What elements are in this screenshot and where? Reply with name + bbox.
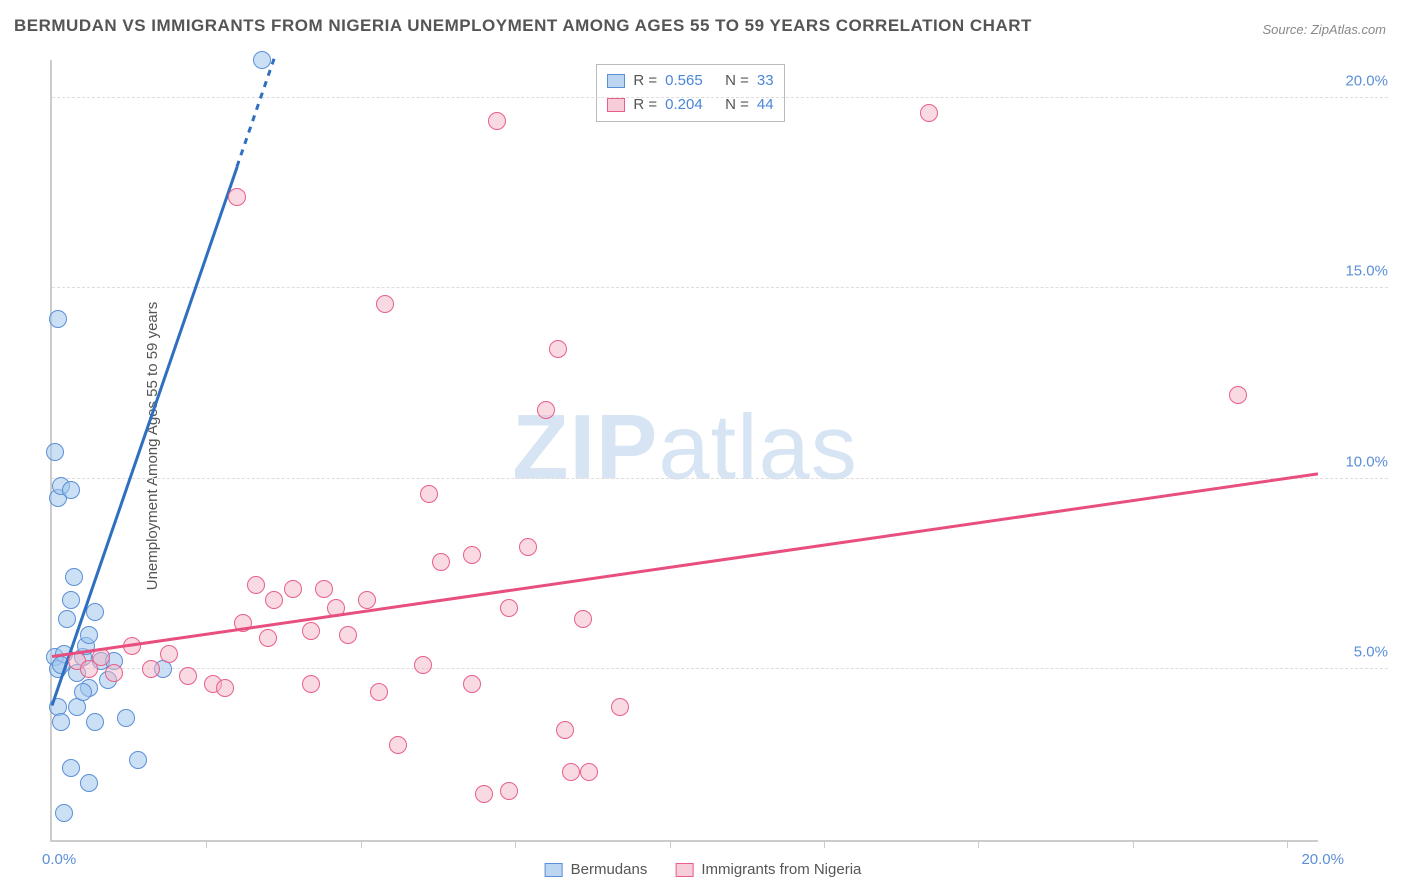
scatter-point [1229, 386, 1247, 404]
y-tick-label: 15.0% [1345, 263, 1388, 280]
x-tick [1287, 840, 1288, 848]
scatter-point [611, 698, 629, 716]
scatter-point [432, 553, 450, 571]
x-tick [978, 840, 979, 848]
scatter-point [216, 679, 234, 697]
scatter-point [65, 568, 83, 586]
scatter-point [117, 709, 135, 727]
scatter-point [86, 603, 104, 621]
scatter-point [86, 713, 104, 731]
scatter-point [562, 763, 580, 781]
legend-r-label: R = [633, 69, 657, 93]
scatter-point [160, 645, 178, 663]
x-axis-origin-label: 0.0% [42, 851, 76, 868]
scatter-point [580, 763, 598, 781]
scatter-point [58, 610, 76, 628]
scatter-point [179, 667, 197, 685]
legend-series-label: Bermudans [571, 861, 648, 878]
gridline-horizontal [52, 97, 1388, 98]
scatter-point [414, 656, 432, 674]
scatter-point [62, 759, 80, 777]
scatter-point [228, 188, 246, 206]
scatter-point [55, 804, 73, 822]
scatter-point [315, 580, 333, 598]
legend-row: R = 0.565 N = 33 [607, 69, 773, 93]
scatter-point [920, 104, 938, 122]
series-legend: Bermudans Immigrants from Nigeria [545, 861, 862, 878]
scatter-point [74, 683, 92, 701]
scatter-point [46, 443, 64, 461]
chart-title: BERMUDAN VS IMMIGRANTS FROM NIGERIA UNEM… [14, 16, 1032, 36]
legend-n-label: N = [725, 69, 749, 93]
scatter-point [339, 626, 357, 644]
scatter-point [500, 599, 518, 617]
scatter-point [49, 310, 67, 328]
gridline-horizontal [52, 287, 1388, 288]
scatter-point [52, 713, 70, 731]
x-tick [670, 840, 671, 848]
scatter-point [265, 591, 283, 609]
scatter-point [259, 629, 277, 647]
gridline-horizontal [52, 668, 1388, 669]
legend-swatch [607, 98, 625, 112]
scatter-point [247, 576, 265, 594]
scatter-point [284, 580, 302, 598]
scatter-point [142, 660, 160, 678]
scatter-point [105, 664, 123, 682]
correlation-legend: R =0.565N =33R =0.204N =44 [596, 64, 784, 122]
scatter-point [370, 683, 388, 701]
legend-swatch [545, 863, 563, 877]
legend-series-label: Immigrants from Nigeria [701, 861, 861, 878]
scatter-point [302, 675, 320, 693]
scatter-point [549, 340, 567, 358]
x-tick [515, 840, 516, 848]
scatter-point [537, 401, 555, 419]
scatter-point [62, 481, 80, 499]
scatter-point [463, 675, 481, 693]
legend-n-value: 33 [757, 69, 774, 93]
y-tick-label: 10.0% [1345, 453, 1388, 470]
legend-swatch [675, 863, 693, 877]
x-tick [206, 840, 207, 848]
scatter-point [358, 591, 376, 609]
scatter-point [389, 736, 407, 754]
scatter-point [80, 626, 98, 644]
watermark-text: ZIPatlas [512, 395, 857, 500]
scatter-point [80, 774, 98, 792]
scatter-point [129, 751, 147, 769]
scatter-point [475, 785, 493, 803]
scatter-point [420, 485, 438, 503]
y-tick-label: 5.0% [1354, 643, 1388, 660]
trend-line [52, 472, 1318, 657]
trend-line [51, 166, 239, 706]
x-tick [361, 840, 362, 848]
trend-line-dashed [236, 58, 276, 167]
legend-swatch [607, 74, 625, 88]
scatter-point [253, 51, 271, 69]
scatter-point [463, 546, 481, 564]
x-tick [824, 840, 825, 848]
scatter-point [62, 591, 80, 609]
scatter-point [302, 622, 320, 640]
gridline-horizontal [52, 478, 1388, 479]
x-tick [1133, 840, 1134, 848]
x-axis-end-label: 20.0% [1301, 851, 1344, 868]
chart-plot-area: ZIPatlas R =0.565N =33R =0.204N =44 5.0%… [50, 60, 1318, 842]
legend-series-item: Bermudans [545, 861, 648, 878]
scatter-point [556, 721, 574, 739]
scatter-point [488, 112, 506, 130]
legend-r-value: 0.565 [665, 69, 717, 93]
scatter-point [519, 538, 537, 556]
scatter-point [376, 295, 394, 313]
source-attribution: Source: ZipAtlas.com [1262, 22, 1386, 37]
legend-series-item: Immigrants from Nigeria [675, 861, 861, 878]
scatter-point [500, 782, 518, 800]
scatter-point [574, 610, 592, 628]
y-tick-label: 20.0% [1345, 73, 1388, 90]
